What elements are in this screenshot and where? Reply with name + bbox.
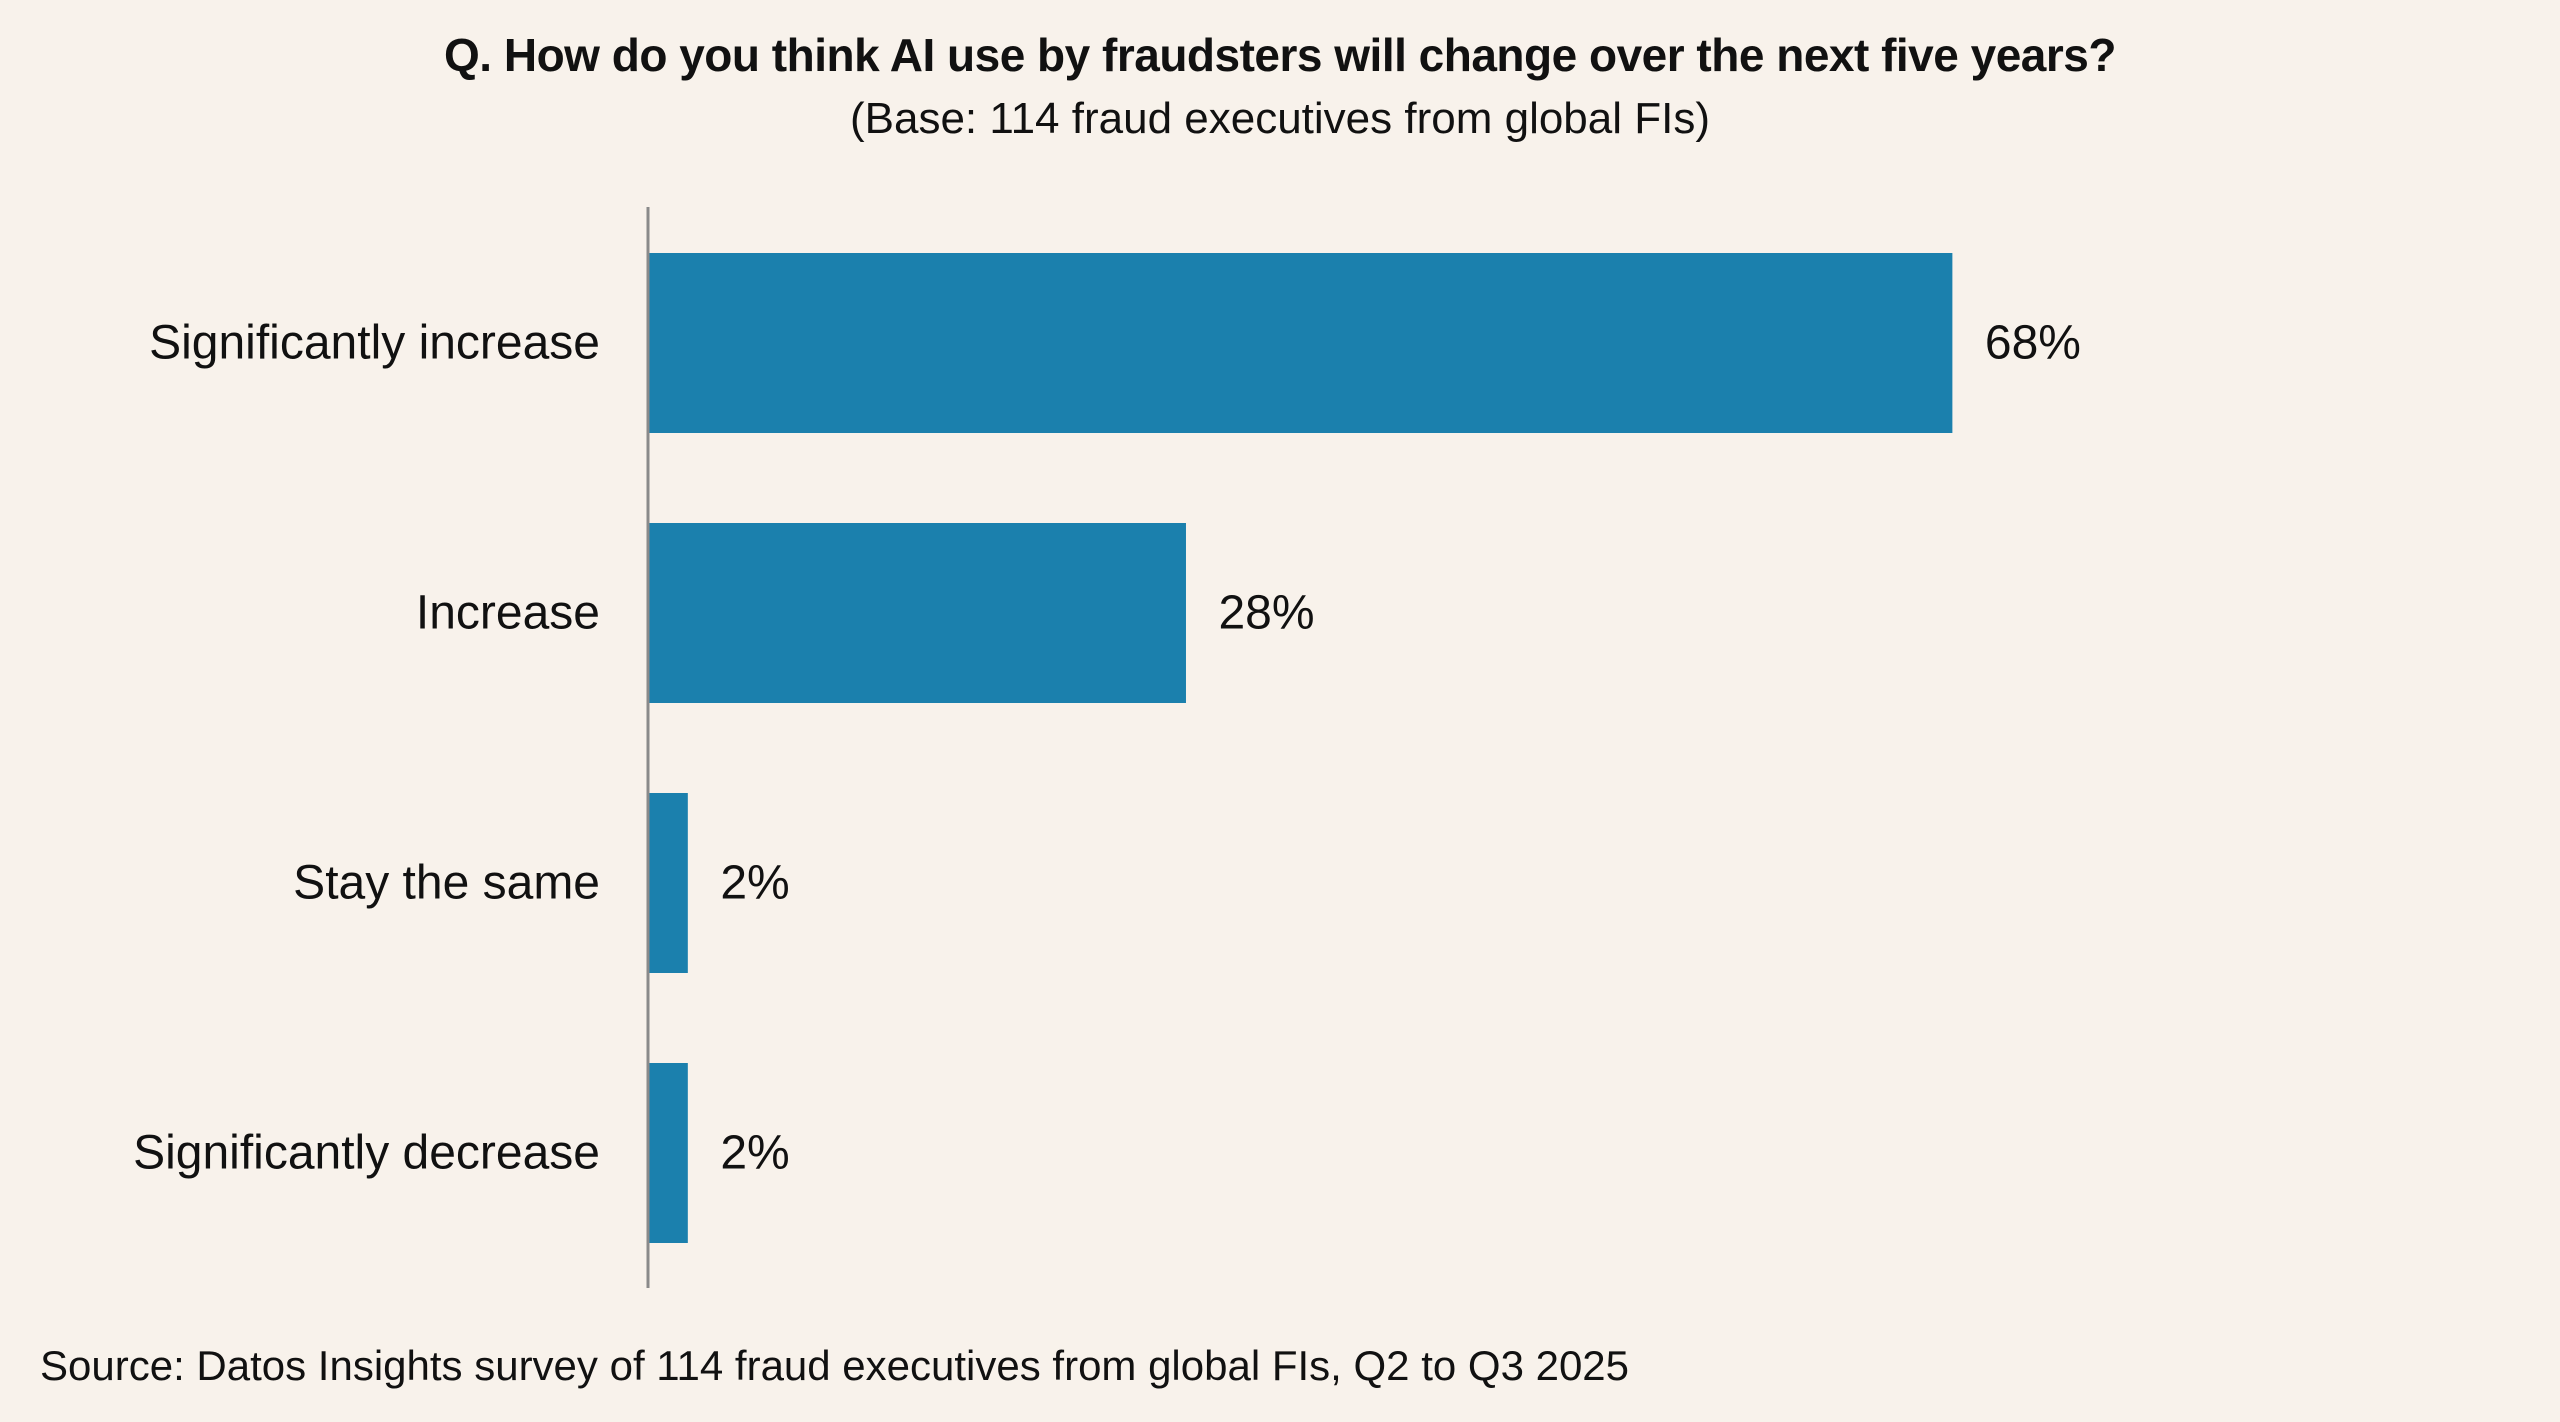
chart-title: Q. How do you think AI use by fraudsters… [444, 29, 2116, 81]
bar-significantly-increase [649, 253, 1953, 433]
bars-layer: Significantly increase 68% Increase 28% Stay… [133, 253, 2081, 1243]
value-label: 2% [720, 1127, 789, 1180]
value-label: 28% [1218, 587, 1314, 640]
chart-subtitle: (Base: 114 fraud executives from global … [849, 94, 1711, 143]
value-label: 68% [1985, 317, 2081, 370]
category-label: Increase [416, 587, 600, 640]
source-note: Source: Datos Insights survey of 114 fra… [40, 1342, 1630, 1389]
category-label: Significantly increase [149, 317, 600, 370]
category-label: Significantly decrease [133, 1127, 600, 1180]
value-label: 2% [720, 857, 789, 910]
bar-significantly-decrease [649, 1063, 688, 1243]
category-label: Stay the same [293, 857, 600, 910]
bar-increase [649, 523, 1186, 703]
bar-stay-the-same [649, 793, 688, 973]
